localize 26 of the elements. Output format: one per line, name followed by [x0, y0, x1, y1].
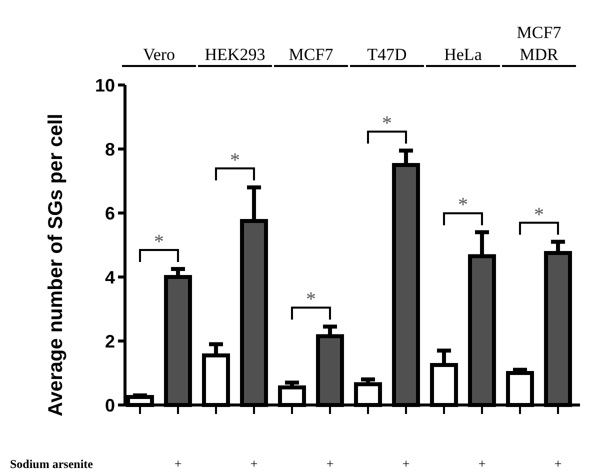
- x-tick-label: +: [174, 456, 182, 471]
- x-tick-label: +: [478, 456, 486, 471]
- annotation: *: [306, 288, 316, 311]
- text: HEK293: [204, 45, 266, 64]
- text: HeLa: [444, 45, 482, 64]
- text: MCF7: [288, 45, 334, 64]
- y-tick-label: 10: [94, 75, 115, 96]
- x-tick-label: +: [326, 456, 334, 471]
- x-tick-label: +: [554, 456, 562, 471]
- x-tick-label: +: [402, 456, 410, 471]
- annotation: *: [230, 149, 240, 172]
- x-tick-label: +: [250, 456, 258, 471]
- annotation: *: [154, 231, 164, 253]
- annotation: *: [382, 112, 392, 135]
- y-tick-label: 6: [104, 203, 115, 224]
- y-tick-label: 4: [104, 267, 115, 288]
- annotation: *: [534, 204, 544, 226]
- text: Vero: [142, 45, 176, 64]
- y-axis-title: Average number of SGs per cell: [45, 114, 67, 416]
- y-tick-label: 2: [104, 331, 115, 352]
- text: MCF7 MDR: [516, 23, 562, 64]
- text: T47D: [367, 45, 407, 64]
- y-tick-label: 8: [104, 139, 115, 160]
- y-tick-label: 0: [104, 395, 115, 416]
- x-axis-title: Sodium arsenite: [10, 457, 94, 471]
- annotation: *: [458, 194, 468, 216]
